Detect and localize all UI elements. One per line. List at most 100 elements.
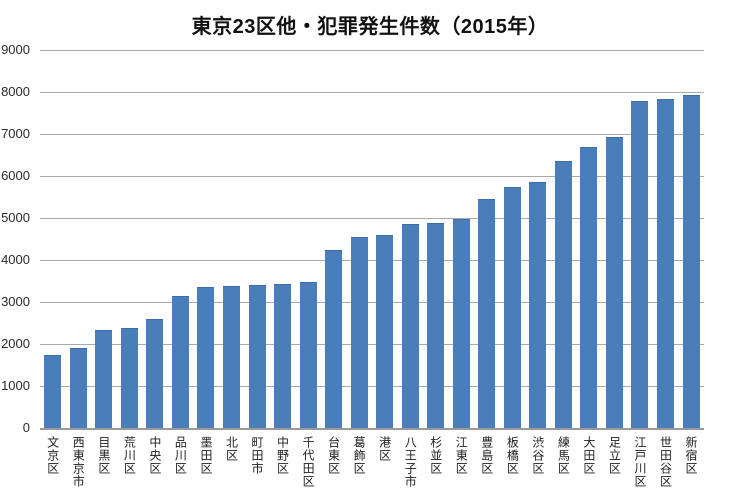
bar-slot: [193, 50, 219, 428]
bar-slot: [474, 50, 500, 428]
x-label-slot: 西東京市: [66, 436, 92, 488]
bar-大田区: [580, 147, 598, 428]
bar-豊島区: [478, 199, 496, 428]
bar-slot: [627, 50, 653, 428]
bar-江戸川区: [631, 101, 649, 428]
gridline: [40, 302, 704, 303]
x-axis-tick-label: 練馬区: [556, 436, 571, 475]
x-label-slot: 品川区: [168, 436, 194, 488]
bar-slot: [678, 50, 704, 428]
bar-目黒区: [95, 329, 113, 428]
bar-葛飾区: [350, 236, 368, 428]
gridline: [40, 386, 704, 387]
x-axis-tick-label: 西東京市: [71, 436, 86, 488]
bar-slot: [40, 50, 66, 428]
gridline: [40, 92, 704, 93]
x-label-slot: 豊島区: [474, 436, 500, 488]
bar-slot: [525, 50, 551, 428]
y-axis-tick-label: 2000: [1, 336, 30, 351]
bars-group: [40, 50, 704, 428]
x-label-slot: 板橋区: [500, 436, 526, 488]
x-axis-tick-label: 板橋区: [505, 436, 520, 475]
bar-墨田区: [197, 287, 215, 428]
bar-台東区: [325, 249, 343, 428]
bar-渋谷区: [529, 181, 547, 428]
bar-中野区: [274, 284, 292, 428]
x-label-slot: 千代田区: [295, 436, 321, 488]
x-axis-tick-label: 八王子市: [403, 436, 418, 488]
bar-練馬区: [554, 161, 572, 428]
x-axis-tick-label: 品川区: [173, 436, 188, 475]
x-axis-tick-label: 渋谷区: [530, 436, 545, 475]
bar-slot: [91, 50, 117, 428]
bar-港区: [376, 234, 394, 428]
bar-slot: [500, 50, 526, 428]
bar-北区: [222, 286, 240, 428]
y-axis-tick-label: 9000: [1, 42, 30, 57]
bar-slot: [397, 50, 423, 428]
x-label-slot: 杉並区: [423, 436, 449, 488]
x-axis-tick-label: 北区: [224, 436, 239, 462]
x-axis-tick-label: 港区: [377, 436, 392, 462]
gridline: [40, 176, 704, 177]
bar-八王子市: [401, 224, 419, 428]
gridline: [40, 134, 704, 135]
y-axis-tick-label: 5000: [1, 210, 30, 225]
x-axis-tick-label: 千代田区: [301, 436, 316, 488]
bar-slot: [602, 50, 628, 428]
y-axis-labels: 0 1000 2000 3000 4000 5000 6000 7000 8000 9000: [0, 0, 33, 500]
x-axis-tick-label: 豊島区: [479, 436, 494, 475]
x-label-slot: 台東区: [321, 436, 347, 488]
bar-slot: [219, 50, 245, 428]
bar-町田市: [248, 285, 266, 428]
bar-slot: [142, 50, 168, 428]
x-label-slot: 大田区: [576, 436, 602, 488]
x-label-slot: 世田谷区: [653, 436, 679, 488]
x-label-slot: 墨田区: [193, 436, 219, 488]
bar-千代田区: [299, 281, 317, 428]
x-label-slot: 葛飾区: [346, 436, 372, 488]
bar-slot: [270, 50, 296, 428]
gridline: [40, 50, 704, 51]
gridline: [40, 260, 704, 261]
x-axis-tick-label: 墨田区: [198, 436, 213, 475]
x-axis-tick-label: 中野区: [275, 436, 290, 475]
y-axis-tick-label: 6000: [1, 168, 30, 183]
x-axis-tick-label: 杉並区: [428, 436, 443, 475]
y-axis-tick-label: 0: [22, 420, 30, 435]
x-axis-tick-label: 荒川区: [122, 436, 137, 475]
x-axis-tick-label: 世田谷区: [658, 436, 673, 488]
x-label-slot: 中央区: [142, 436, 168, 488]
x-axis-tick-label: 中央区: [147, 436, 162, 475]
bar-品川区: [171, 295, 189, 428]
chart-title: 東京23区他・犯罪発生件数（2015年）: [191, 16, 549, 38]
bar-中央区: [146, 318, 164, 428]
y-axis-tick-label: 4000: [1, 252, 30, 267]
x-axis-tick-label: 大田区: [581, 436, 596, 475]
bar-板橋区: [503, 186, 521, 428]
bar-杉並区: [427, 223, 445, 428]
bar-荒川区: [120, 327, 138, 428]
bar-文京区: [44, 355, 62, 428]
bar-足立区: [605, 136, 623, 428]
bar-slot: [653, 50, 679, 428]
x-label-slot: 足立区: [602, 436, 628, 488]
bar-slot: [449, 50, 475, 428]
x-axis-tick-label: 台東区: [326, 436, 341, 475]
x-label-slot: 北区: [219, 436, 245, 488]
bar-slot: [576, 50, 602, 428]
bar-slot: [372, 50, 398, 428]
x-axis-tick-label: 葛飾区: [352, 436, 367, 475]
x-axis-tick-label: 町田市: [250, 436, 265, 475]
x-label-slot: 中野区: [270, 436, 296, 488]
bar-slot: [321, 50, 347, 428]
x-axis-tick-label: 江東区: [454, 436, 469, 475]
x-label-slot: 新宿区: [678, 436, 704, 488]
bar-slot: [295, 50, 321, 428]
x-axis-tick-label: 江戸川区: [632, 436, 647, 488]
bar-slot: [244, 50, 270, 428]
y-axis-tick-label: 7000: [1, 126, 30, 141]
x-label-slot: 町田市: [244, 436, 270, 488]
y-axis-tick-label: 8000: [1, 84, 30, 99]
bar-新宿区: [682, 94, 700, 428]
